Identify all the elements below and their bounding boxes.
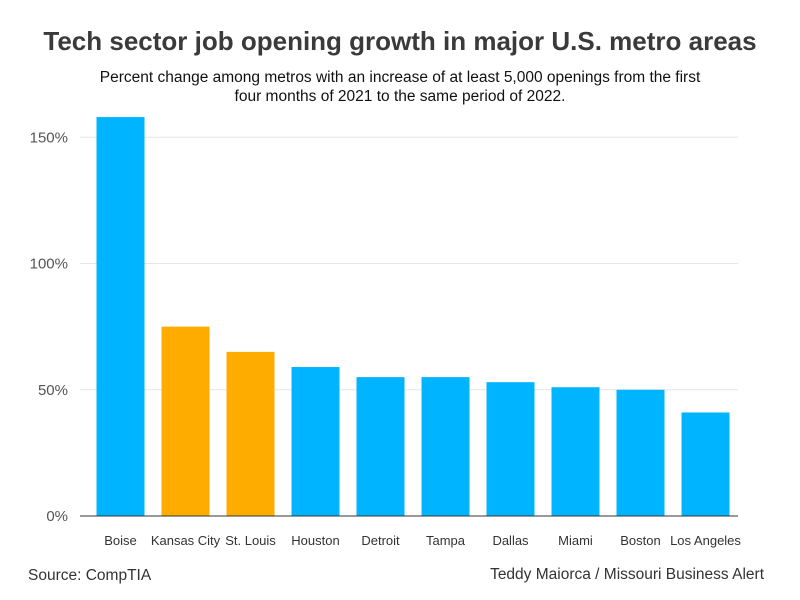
x-tick-label: Dallas — [492, 533, 529, 548]
subtitle-line-1: Percent change among metros with an incr… — [99, 69, 701, 86]
y-tick-label: 150% — [30, 129, 68, 146]
credit-note: Teddy Maiorca / Missouri Business Alert — [490, 566, 764, 583]
x-tick-label: Los Angeles — [670, 533, 741, 548]
x-tick-label: Detroit — [361, 533, 400, 548]
bar — [681, 412, 730, 516]
bar — [161, 326, 210, 516]
bar — [96, 117, 145, 517]
x-tick-label: Tampa — [426, 533, 466, 548]
y-tick-label: 0% — [46, 508, 68, 525]
x-tick-label: St. Louis — [225, 533, 276, 548]
y-tick-label: 100% — [30, 256, 68, 273]
bar — [616, 389, 665, 516]
x-tick-label: Kansas City — [151, 533, 221, 548]
chart-title: Tech sector job opening growth in major … — [43, 26, 757, 56]
x-tick-label: Boston — [620, 533, 660, 548]
chart-subtitle: Percent change among metros with an incr… — [80, 68, 720, 106]
source-note: Source: CompTIA — [28, 567, 152, 584]
bar — [226, 351, 275, 516]
subtitle-line-2: four months of 2021 to the same period o… — [234, 88, 566, 105]
bar — [551, 387, 600, 516]
x-tick-label: Houston — [291, 533, 339, 548]
x-tick-label: Miami — [558, 533, 593, 548]
bar — [356, 377, 405, 516]
bar — [486, 382, 535, 516]
bar — [421, 377, 470, 516]
y-tick-label: 50% — [38, 382, 68, 399]
bar — [291, 367, 340, 516]
x-tick-label: Boise — [104, 533, 137, 548]
